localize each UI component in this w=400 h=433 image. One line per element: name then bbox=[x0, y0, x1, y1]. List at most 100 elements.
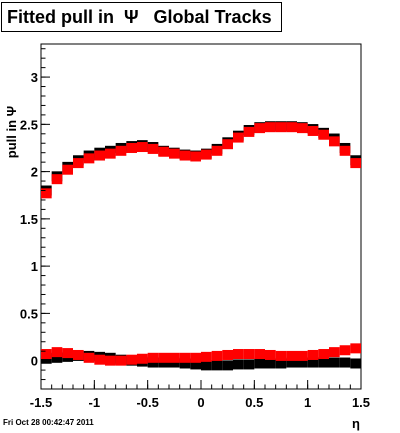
data-point bbox=[105, 148, 116, 159]
data-point bbox=[286, 122, 297, 133]
data-point bbox=[318, 129, 329, 140]
data-point bbox=[201, 149, 212, 160]
data-point bbox=[190, 151, 201, 162]
data-point bbox=[94, 354, 105, 365]
data-point bbox=[233, 132, 244, 143]
data-point bbox=[286, 357, 297, 368]
data-point bbox=[105, 355, 116, 366]
y-tick-label: 2.5 bbox=[20, 117, 38, 132]
data-point bbox=[297, 357, 308, 368]
data-point bbox=[115, 145, 127, 156]
timestamp: Fri Oct 28 00:42:47 2011 bbox=[3, 418, 94, 427]
data-point bbox=[243, 359, 255, 370]
data-point bbox=[222, 349, 233, 360]
x-tick-label: -0.5 bbox=[136, 395, 158, 410]
data-point bbox=[318, 357, 329, 368]
data-point bbox=[286, 350, 297, 361]
y-tick-label: 3 bbox=[31, 70, 38, 85]
chart-title: Fitted pull in Ψ Global Tracks bbox=[1, 2, 282, 32]
data-point bbox=[147, 352, 159, 363]
data-point bbox=[233, 349, 244, 360]
data-point bbox=[190, 359, 201, 370]
data-point bbox=[179, 352, 191, 363]
data-point bbox=[41, 188, 52, 199]
axes: -1.5 -1 -0.5 0 0.5 1 1.5 0 0.5 1 1.5 2 2.5 3 bbox=[20, 48, 370, 410]
data-point bbox=[329, 357, 340, 368]
data-point bbox=[307, 357, 319, 368]
data-point bbox=[211, 350, 223, 361]
data-point bbox=[350, 158, 361, 169]
y-axis-label: pull in Ψ bbox=[4, 106, 19, 158]
data-point bbox=[329, 136, 340, 147]
y-tick-label: 0.5 bbox=[20, 306, 38, 321]
data-point bbox=[83, 352, 95, 363]
data-point bbox=[350, 343, 361, 354]
data-point bbox=[51, 347, 63, 358]
data-point bbox=[222, 360, 233, 371]
data-point bbox=[190, 352, 201, 363]
data-point bbox=[126, 142, 137, 153]
data-point bbox=[201, 360, 212, 371]
x-axis-label: η bbox=[352, 416, 360, 431]
data-point bbox=[211, 360, 223, 371]
data-point bbox=[201, 351, 212, 362]
data-point bbox=[297, 350, 308, 361]
data-point bbox=[115, 355, 127, 366]
data-point bbox=[329, 347, 340, 358]
x-tick-label: 1 bbox=[304, 395, 311, 410]
x-tick-label: 0 bbox=[197, 395, 204, 410]
data-point bbox=[147, 143, 159, 154]
data-point bbox=[275, 358, 287, 369]
data-point bbox=[339, 145, 351, 156]
plot-frame bbox=[40, 43, 362, 390]
data-point bbox=[339, 357, 351, 368]
x-tick-label: -1 bbox=[89, 395, 101, 410]
data-point bbox=[222, 139, 233, 150]
data-point bbox=[265, 349, 276, 360]
data-point bbox=[73, 158, 84, 169]
data-point bbox=[275, 350, 287, 361]
data-point bbox=[62, 164, 73, 175]
data-point bbox=[254, 123, 265, 134]
data-point bbox=[179, 150, 191, 161]
data-point bbox=[41, 349, 52, 360]
plot-area-border bbox=[40, 43, 362, 390]
series-red-sigma bbox=[41, 122, 361, 199]
data-point bbox=[62, 348, 73, 359]
x-tick-label: 0.5 bbox=[245, 395, 263, 410]
data-point bbox=[169, 148, 180, 159]
data-point bbox=[169, 352, 180, 363]
series-layer bbox=[41, 121, 361, 371]
y-tick-label: 1 bbox=[31, 259, 38, 274]
data-point bbox=[94, 150, 105, 161]
data-point bbox=[265, 122, 276, 133]
data-point bbox=[254, 358, 265, 369]
data-point bbox=[254, 349, 265, 360]
data-point bbox=[83, 153, 95, 164]
data-point bbox=[233, 359, 244, 370]
data-point bbox=[339, 345, 351, 356]
y-tick-label: 2 bbox=[31, 165, 38, 180]
series-red-mean bbox=[41, 343, 361, 366]
y-tick-label: 0 bbox=[31, 354, 38, 369]
data-point bbox=[51, 174, 63, 185]
data-point bbox=[307, 349, 319, 360]
data-point bbox=[275, 122, 287, 133]
x-tick-label: -1.5 bbox=[30, 395, 52, 410]
data-point bbox=[211, 145, 223, 156]
data-point bbox=[137, 142, 148, 153]
y-tick-label: 1.5 bbox=[20, 212, 38, 227]
x-tick-label: 1.5 bbox=[352, 395, 370, 410]
data-point bbox=[51, 352, 63, 363]
data-point bbox=[158, 352, 169, 363]
data-point bbox=[297, 123, 308, 134]
data-point bbox=[137, 353, 148, 364]
data-point bbox=[179, 358, 191, 369]
data-point bbox=[265, 358, 276, 369]
data-point bbox=[158, 146, 169, 157]
data-point bbox=[243, 349, 255, 360]
data-point bbox=[318, 349, 329, 360]
data-point bbox=[350, 358, 361, 369]
data-point bbox=[243, 126, 255, 137]
